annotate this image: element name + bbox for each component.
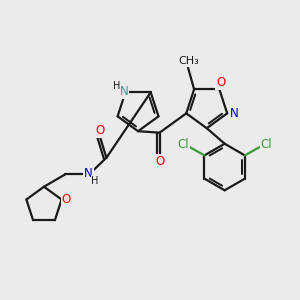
Text: H: H — [113, 81, 120, 91]
Text: O: O — [61, 193, 71, 206]
Text: H: H — [92, 176, 99, 186]
Text: N: N — [120, 85, 128, 98]
Text: Cl: Cl — [260, 138, 272, 151]
Text: O: O — [216, 76, 226, 89]
Text: O: O — [95, 124, 104, 137]
Text: N: N — [230, 107, 239, 120]
Text: CH₃: CH₃ — [178, 56, 199, 66]
Text: O: O — [155, 154, 164, 167]
Text: Cl: Cl — [177, 138, 189, 151]
Text: N: N — [84, 167, 93, 180]
